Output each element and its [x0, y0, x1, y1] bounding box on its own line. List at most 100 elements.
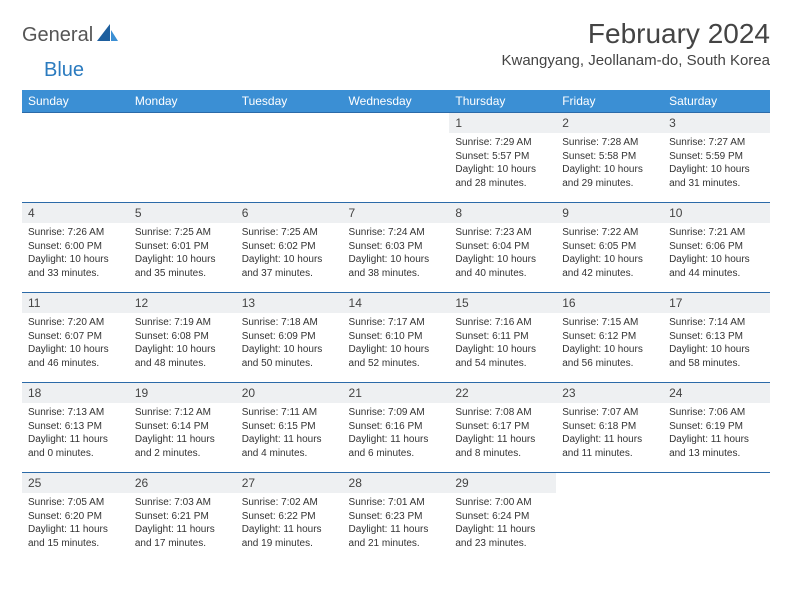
day-number: 8 — [449, 203, 556, 223]
day-number: 26 — [129, 473, 236, 493]
day-cell: 20Sunrise: 7:11 AMSunset: 6:15 PMDayligh… — [236, 383, 343, 473]
day-header: Tuesday — [236, 90, 343, 113]
day-number: 4 — [22, 203, 129, 223]
day-details: Sunrise: 7:26 AMSunset: 6:00 PMDaylight:… — [22, 223, 129, 282]
day-cell: 24Sunrise: 7:06 AMSunset: 6:19 PMDayligh… — [663, 383, 770, 473]
day-number: 23 — [556, 383, 663, 403]
day-number: 16 — [556, 293, 663, 313]
day-details: Sunrise: 7:29 AMSunset: 5:57 PMDaylight:… — [449, 133, 556, 192]
week-row: 4Sunrise: 7:26 AMSunset: 6:00 PMDaylight… — [22, 203, 770, 293]
day-number: 28 — [343, 473, 450, 493]
day-cell: 5Sunrise: 7:25 AMSunset: 6:01 PMDaylight… — [129, 203, 236, 293]
day-details: Sunrise: 7:25 AMSunset: 6:02 PMDaylight:… — [236, 223, 343, 282]
day-details: Sunrise: 7:12 AMSunset: 6:14 PMDaylight:… — [129, 403, 236, 462]
logo-text-general: General — [22, 24, 93, 47]
day-details: Sunrise: 7:27 AMSunset: 5:59 PMDaylight:… — [663, 133, 770, 192]
day-details: Sunrise: 7:16 AMSunset: 6:11 PMDaylight:… — [449, 313, 556, 372]
day-number: 3 — [663, 113, 770, 133]
day-cell: 9Sunrise: 7:22 AMSunset: 6:05 PMDaylight… — [556, 203, 663, 293]
day-cell: 16Sunrise: 7:15 AMSunset: 6:12 PMDayligh… — [556, 293, 663, 383]
day-number: 18 — [22, 383, 129, 403]
day-number: 17 — [663, 293, 770, 313]
day-cell: 23Sunrise: 7:07 AMSunset: 6:18 PMDayligh… — [556, 383, 663, 473]
day-details: Sunrise: 7:09 AMSunset: 6:16 PMDaylight:… — [343, 403, 450, 462]
day-details: Sunrise: 7:19 AMSunset: 6:08 PMDaylight:… — [129, 313, 236, 372]
day-details: Sunrise: 7:00 AMSunset: 6:24 PMDaylight:… — [449, 493, 556, 552]
day-details: Sunrise: 7:25 AMSunset: 6:01 PMDaylight:… — [129, 223, 236, 282]
day-cell: 14Sunrise: 7:17 AMSunset: 6:10 PMDayligh… — [343, 293, 450, 383]
day-details: Sunrise: 7:21 AMSunset: 6:06 PMDaylight:… — [663, 223, 770, 282]
day-number: 27 — [236, 473, 343, 493]
day-details: Sunrise: 7:08 AMSunset: 6:17 PMDaylight:… — [449, 403, 556, 462]
day-cell: . — [556, 473, 663, 563]
day-cell: 4Sunrise: 7:26 AMSunset: 6:00 PMDaylight… — [22, 203, 129, 293]
week-row: 25Sunrise: 7:05 AMSunset: 6:20 PMDayligh… — [22, 473, 770, 563]
day-number: 29 — [449, 473, 556, 493]
day-number: 22 — [449, 383, 556, 403]
day-number: 7 — [343, 203, 450, 223]
day-cell: 3Sunrise: 7:27 AMSunset: 5:59 PMDaylight… — [663, 113, 770, 203]
week-row: 18Sunrise: 7:13 AMSunset: 6:13 PMDayligh… — [22, 383, 770, 473]
day-number: 1 — [449, 113, 556, 133]
day-details: Sunrise: 7:11 AMSunset: 6:15 PMDaylight:… — [236, 403, 343, 462]
week-row: 11Sunrise: 7:20 AMSunset: 6:07 PMDayligh… — [22, 293, 770, 383]
day-cell: 1Sunrise: 7:29 AMSunset: 5:57 PMDaylight… — [449, 113, 556, 203]
calendar-table: SundayMondayTuesdayWednesdayThursdayFrid… — [22, 90, 770, 563]
day-header: Saturday — [663, 90, 770, 113]
logo-sail-icon — [97, 24, 119, 47]
day-number: 10 — [663, 203, 770, 223]
day-cell: 19Sunrise: 7:12 AMSunset: 6:14 PMDayligh… — [129, 383, 236, 473]
day-details: Sunrise: 7:24 AMSunset: 6:03 PMDaylight:… — [343, 223, 450, 282]
day-cell: 7Sunrise: 7:24 AMSunset: 6:03 PMDaylight… — [343, 203, 450, 293]
day-number: 13 — [236, 293, 343, 313]
day-number: 21 — [343, 383, 450, 403]
day-cell: . — [343, 113, 450, 203]
day-number: 25 — [22, 473, 129, 493]
month-title: February 2024 — [501, 18, 770, 50]
day-details: Sunrise: 7:01 AMSunset: 6:23 PMDaylight:… — [343, 493, 450, 552]
day-cell: 17Sunrise: 7:14 AMSunset: 6:13 PMDayligh… — [663, 293, 770, 383]
day-header: Thursday — [449, 90, 556, 113]
day-header: Wednesday — [343, 90, 450, 113]
day-details: Sunrise: 7:22 AMSunset: 6:05 PMDaylight:… — [556, 223, 663, 282]
week-row: . . . . 1Sunrise: 7:29 AMSunset: 5:57 PM… — [22, 113, 770, 203]
day-number: 2 — [556, 113, 663, 133]
day-number: 20 — [236, 383, 343, 403]
day-cell: 11Sunrise: 7:20 AMSunset: 6:07 PMDayligh… — [22, 293, 129, 383]
logo: General — [22, 18, 121, 47]
day-cell: 28Sunrise: 7:01 AMSunset: 6:23 PMDayligh… — [343, 473, 450, 563]
logo-text-blue: Blue — [44, 59, 84, 82]
day-cell: 13Sunrise: 7:18 AMSunset: 6:09 PMDayligh… — [236, 293, 343, 383]
calendar-page: General February 2024 Kwangyang, Jeollan… — [0, 0, 792, 563]
day-details: Sunrise: 7:13 AMSunset: 6:13 PMDaylight:… — [22, 403, 129, 462]
day-details: Sunrise: 7:15 AMSunset: 6:12 PMDaylight:… — [556, 313, 663, 372]
day-number: 19 — [129, 383, 236, 403]
day-cell: 15Sunrise: 7:16 AMSunset: 6:11 PMDayligh… — [449, 293, 556, 383]
day-cell: 2Sunrise: 7:28 AMSunset: 5:58 PMDaylight… — [556, 113, 663, 203]
day-cell: 22Sunrise: 7:08 AMSunset: 6:17 PMDayligh… — [449, 383, 556, 473]
day-details: Sunrise: 7:05 AMSunset: 6:20 PMDaylight:… — [22, 493, 129, 552]
day-number: 15 — [449, 293, 556, 313]
day-cell: 12Sunrise: 7:19 AMSunset: 6:08 PMDayligh… — [129, 293, 236, 383]
day-header: Friday — [556, 90, 663, 113]
day-header-row: SundayMondayTuesdayWednesdayThursdayFrid… — [22, 90, 770, 113]
day-details: Sunrise: 7:18 AMSunset: 6:09 PMDaylight:… — [236, 313, 343, 372]
day-number: 5 — [129, 203, 236, 223]
day-number: 9 — [556, 203, 663, 223]
day-cell: 29Sunrise: 7:00 AMSunset: 6:24 PMDayligh… — [449, 473, 556, 563]
day-details: Sunrise: 7:07 AMSunset: 6:18 PMDaylight:… — [556, 403, 663, 462]
day-details: Sunrise: 7:17 AMSunset: 6:10 PMDaylight:… — [343, 313, 450, 372]
day-cell: 26Sunrise: 7:03 AMSunset: 6:21 PMDayligh… — [129, 473, 236, 563]
title-block: February 2024 Kwangyang, Jeollanam-do, S… — [501, 18, 770, 69]
day-cell: 8Sunrise: 7:23 AMSunset: 6:04 PMDaylight… — [449, 203, 556, 293]
day-number: 6 — [236, 203, 343, 223]
day-cell: 6Sunrise: 7:25 AMSunset: 6:02 PMDaylight… — [236, 203, 343, 293]
day-header: Monday — [129, 90, 236, 113]
day-cell: 10Sunrise: 7:21 AMSunset: 6:06 PMDayligh… — [663, 203, 770, 293]
day-number: 11 — [22, 293, 129, 313]
day-details: Sunrise: 7:02 AMSunset: 6:22 PMDaylight:… — [236, 493, 343, 552]
day-number: 12 — [129, 293, 236, 313]
day-header: Sunday — [22, 90, 129, 113]
location-subtitle: Kwangyang, Jeollanam-do, South Korea — [501, 52, 770, 69]
day-cell: 27Sunrise: 7:02 AMSunset: 6:22 PMDayligh… — [236, 473, 343, 563]
